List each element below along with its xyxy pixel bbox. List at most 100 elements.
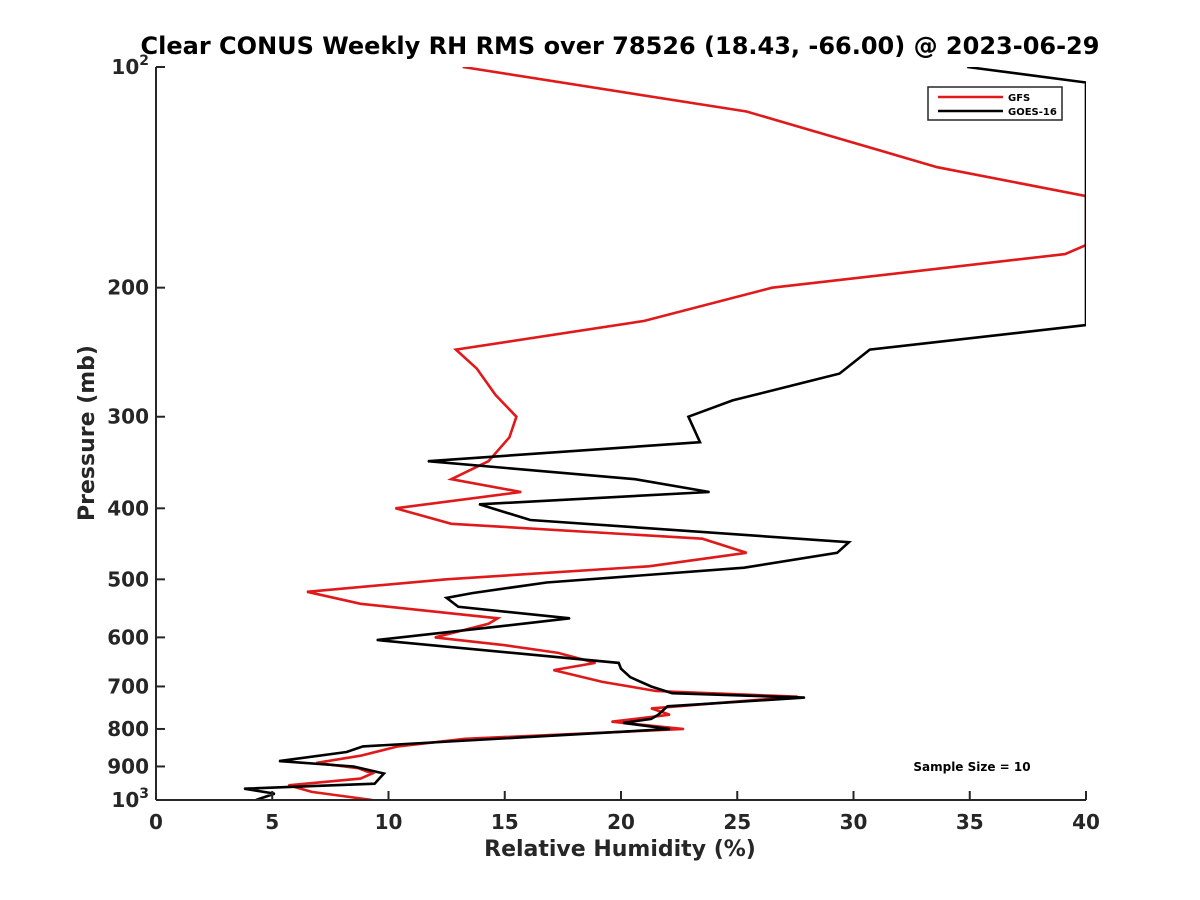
data-point-gfs-10	[494, 394, 496, 396]
data-point-gfs-15	[520, 491, 522, 493]
x-ticks: 0 5 10 15 20 25 30 35 40	[149, 791, 1100, 834]
data-point-goes16-35	[346, 751, 348, 753]
x-tick-label-5: 25	[723, 810, 751, 834]
data-point-goes16-22	[376, 639, 378, 641]
y-tick-label-9: 103	[111, 786, 149, 812]
data-point-gfs-23	[360, 603, 362, 605]
data-point-goes16-0	[966, 67, 968, 68]
data-point-gfs-31	[601, 681, 604, 683]
data-point-goes16-28	[804, 697, 806, 699]
data-point-gfs-16	[394, 507, 397, 509]
y-tick-label-3: 400	[107, 496, 149, 520]
data-point-gfs-13	[487, 460, 490, 462]
data-point-gfs-27	[504, 644, 506, 646]
data-point-gfs-14	[450, 478, 452, 480]
data-point-gfs-19	[745, 552, 748, 554]
data-point-gfs-36	[611, 721, 613, 723]
data-point-goes16-6	[687, 416, 690, 418]
data-point-gfs-11	[515, 416, 518, 418]
data-point-goes16-14	[836, 552, 838, 554]
data-point-gfs-44	[360, 778, 362, 780]
data-point-goes16-7	[699, 441, 701, 443]
data-point-gfs-17	[450, 523, 452, 525]
data-point-goes16-8	[427, 460, 429, 462]
data-point-goes16-2	[1085, 324, 1086, 326]
y-tick-label-5: 600	[107, 625, 149, 649]
data-point-goes16-5	[732, 399, 734, 401]
data-point-gfs-18	[701, 538, 704, 540]
data-point-goes16-34	[362, 745, 364, 748]
data-point-goes16-36	[278, 760, 280, 762]
data-point-goes16-18	[446, 597, 448, 599]
data-point-goes16-15	[743, 567, 745, 569]
data-point-gfs-8	[455, 349, 457, 351]
y-tick-label-0: 102	[111, 53, 149, 79]
data-point-gfs-43	[371, 772, 373, 775]
data-point-gfs-7	[643, 320, 645, 322]
data-point-gfs-5	[1064, 253, 1066, 255]
x-tick-label-7: 35	[956, 810, 984, 834]
y-ticks: 102 200 300 400 500 600 700 800 900 103	[107, 53, 165, 812]
data-point-goes16-20	[569, 617, 571, 619]
data-point-goes16-16	[546, 581, 548, 584]
x-tick-label-1: 5	[265, 810, 279, 834]
data-point-goes16-39	[374, 783, 376, 785]
data-point-gfs-45	[287, 784, 290, 786]
y-tick-label-8: 900	[107, 754, 149, 778]
data-point-goes16-32	[622, 722, 624, 724]
x-tick-label-0: 0	[149, 810, 163, 834]
data-point-goes16-24	[620, 668, 622, 670]
data-point-gfs-1	[745, 110, 748, 113]
x-tick-label-8: 40	[1072, 810, 1100, 834]
data-point-goes16-13	[848, 541, 850, 543]
data-point-gfs-39	[397, 745, 399, 748]
data-point-goes16-29	[666, 705, 669, 707]
data-point-goes16-10	[708, 491, 711, 493]
data-point-goes16-12	[529, 519, 531, 521]
data-point-goes16-26	[650, 685, 652, 688]
x-tick-label-4: 20	[607, 810, 635, 834]
y-tick-label-7: 800	[107, 717, 149, 741]
data-point-gfs-9	[476, 368, 478, 370]
data-point-gfs-34	[650, 707, 652, 710]
y-tick-label-4: 500	[107, 567, 149, 591]
data-point-gfs-25	[487, 623, 490, 625]
data-point-gfs-20	[648, 565, 650, 567]
data-point-gfs-40	[360, 755, 362, 757]
data-point-gfs-46	[311, 791, 313, 793]
data-point-gfs-24	[497, 617, 499, 619]
data-point-goes16-23	[618, 662, 620, 664]
data-point-goes16-30	[657, 714, 659, 716]
data-point-goes16-41	[274, 793, 276, 795]
data-point-goes16-33	[669, 728, 671, 730]
x-axis-label: Relative Humidity (%)	[484, 837, 756, 862]
y-tick-label-1: 200	[107, 276, 149, 300]
data-point-gfs-6	[771, 287, 773, 289]
data-point-goes16-38	[383, 772, 385, 775]
y-tick-label-2: 300	[107, 405, 149, 429]
data-point-gfs-21	[446, 578, 448, 580]
y-axis-label: Pressure (mb)	[75, 345, 100, 521]
data-point-goes16-4	[838, 373, 841, 375]
series-line-gfs	[288, 67, 1086, 800]
x-tick-label-6: 30	[840, 810, 868, 834]
data-point-goes16-11	[478, 503, 480, 505]
data-point-goes16-1	[1085, 81, 1086, 84]
data-point-gfs-37	[683, 728, 685, 730]
data-point-gfs-38	[464, 738, 466, 740]
data-point-goes16-31	[650, 718, 652, 720]
x-tick-label-2: 10	[375, 810, 403, 834]
data-point-gfs-32	[655, 690, 657, 692]
data-point-goes16-17	[471, 592, 473, 594]
data-point-goes16-9	[634, 478, 636, 480]
data-point-gfs-30	[553, 669, 555, 671]
data-point-gfs-29	[594, 662, 597, 664]
data-point-gfs-26	[434, 636, 436, 639]
data-point-goes16-21	[497, 626, 499, 628]
data-point-gfs-12	[508, 436, 510, 438]
legend-label-gfs: GFS	[1008, 93, 1030, 104]
x-tick-label-3: 15	[491, 810, 519, 834]
data-point-gfs-0	[462, 67, 464, 68]
